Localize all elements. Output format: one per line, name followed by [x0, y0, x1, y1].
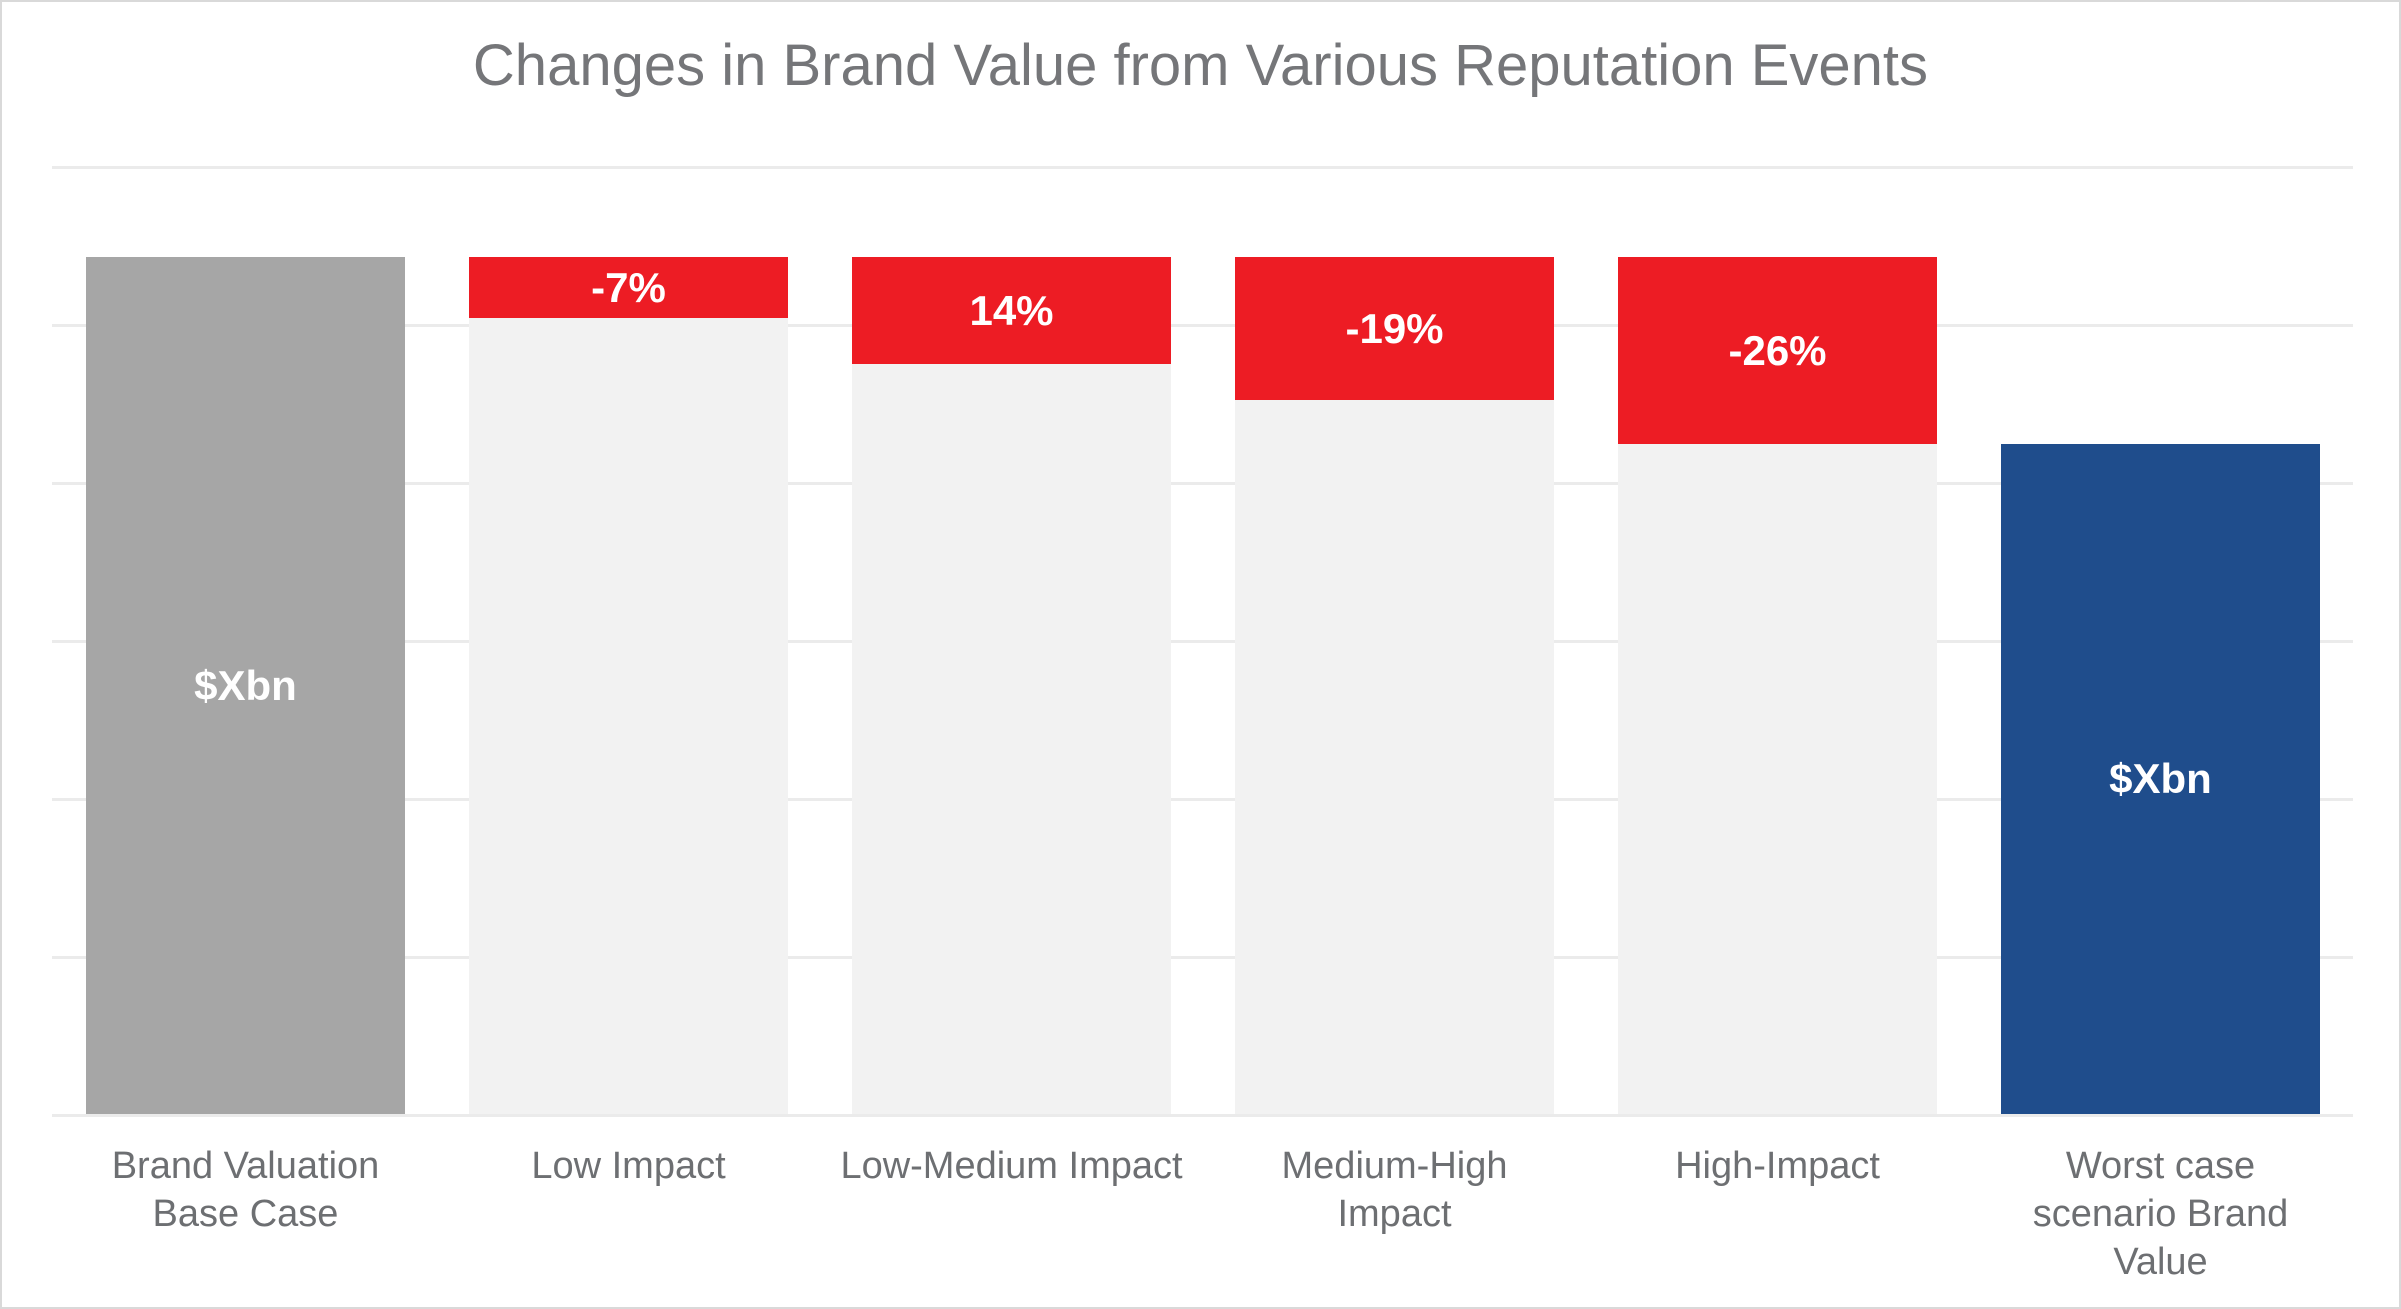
category-label-medium-high-impact: Medium-High Impact — [1165, 1142, 1625, 1238]
bar-body-medium-high-impact — [1235, 400, 1554, 1114]
category-label-line: Value — [2113, 1241, 2208, 1283]
category-label-line: Low-Medium Impact — [840, 1145, 1183, 1187]
category-label-brand-valuation-base-case: Brand Valuation Base Case — [16, 1142, 476, 1238]
category-label-line: Brand Valuation — [111, 1145, 380, 1187]
bar-body-low-medium-impact — [852, 364, 1171, 1114]
category-label-low-medium-impact: Low-Medium Impact — [782, 1142, 1242, 1190]
drop-percent-label: 14% — [969, 286, 1054, 334]
gridline — [52, 640, 2353, 643]
bar-body-low-impact — [469, 318, 788, 1114]
category-label-worst-case-scenario-brand-value: Worst case scenario Brand Value — [1931, 1142, 2391, 1286]
category-label-line: Base Case — [152, 1193, 339, 1235]
drop-percent-label: -7% — [591, 263, 666, 311]
bar-brand-valuation-base-case: $Xbn — [86, 257, 405, 1114]
bar-drop-segment-low-medium-impact: 14% — [852, 257, 1171, 364]
category-label-low-impact: Low Impact — [399, 1142, 859, 1190]
gridline — [52, 482, 2353, 485]
chart-title: Changes in Brand Value from Various Repu… — [472, 33, 1929, 98]
gridline — [52, 798, 2353, 801]
category-label-line: scenario Brand — [2032, 1193, 2289, 1235]
category-label-line: Medium-High — [1281, 1145, 1508, 1187]
gridline — [52, 166, 2353, 169]
gridline — [52, 1114, 2353, 1117]
bar-drop-segment-medium-high-impact: -19% — [1235, 257, 1554, 400]
bar-drop-segment-low-impact: -7% — [469, 257, 788, 318]
bar-body-high-impact — [1618, 444, 1937, 1114]
gridline — [52, 956, 2353, 959]
bar-value-label: $Xbn — [2109, 755, 2212, 802]
category-label-line: Low Impact — [531, 1145, 726, 1187]
category-label-line: Worst case — [2065, 1145, 2256, 1187]
bar-value-label: $Xbn — [194, 661, 297, 709]
gridline — [52, 324, 2353, 327]
drop-percent-label: -26% — [1728, 326, 1827, 374]
category-label-high-impact: High-Impact — [1548, 1142, 2008, 1190]
category-label-line: Impact — [1337, 1193, 1452, 1235]
bar-drop-segment-high-impact: -26% — [1618, 257, 1937, 444]
drop-percent-label: -19% — [1345, 304, 1444, 352]
category-label-line: High-Impact — [1675, 1145, 1880, 1187]
bar-worst-case-scenario-brand-value: $Xbn — [2001, 444, 2320, 1114]
